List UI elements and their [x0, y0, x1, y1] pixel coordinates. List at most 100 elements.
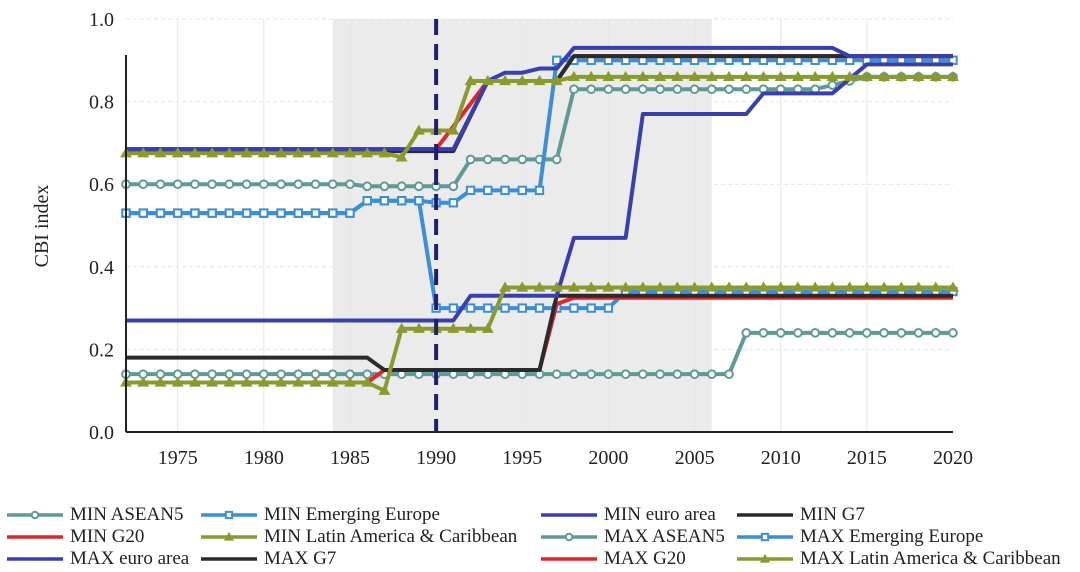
- legend-swatch-icon: [541, 557, 597, 561]
- triangle-marker: [654, 70, 667, 81]
- square-marker: [517, 185, 527, 196]
- circle-marker: [775, 328, 786, 338]
- circle-marker: [620, 369, 631, 380]
- circle-marker: [879, 328, 889, 338]
- triangle-marker: [378, 384, 391, 395]
- circle-marker: [224, 179, 235, 190]
- square-marker: [328, 208, 338, 218]
- x-tick-label: 2010: [761, 447, 801, 469]
- legend-label: MIN euro area: [604, 504, 716, 525]
- legend-item: MIN euro area: [540, 504, 716, 526]
- circle-marker: [517, 154, 528, 165]
- circle-marker: [293, 179, 304, 190]
- triangle-marker: [671, 70, 684, 81]
- square-marker: [760, 532, 770, 542]
- x-tick-label: 1995: [502, 447, 542, 469]
- circle-marker: [930, 328, 941, 338]
- square-marker: [293, 208, 303, 218]
- triangle-marker: [361, 147, 374, 158]
- series-layer: [120, 45, 959, 395]
- circle-marker: [741, 328, 752, 338]
- triangle-marker: [636, 70, 649, 81]
- triangle-marker: [206, 147, 219, 158]
- legend-item: MIN G7: [736, 504, 865, 526]
- triangle-marker: [929, 281, 942, 292]
- circle-marker: [327, 179, 338, 190]
- circle-marker: [655, 369, 665, 380]
- triangle-marker: [223, 147, 236, 158]
- triangle-marker: [895, 70, 908, 81]
- circle-marker: [551, 369, 562, 380]
- circle-marker: [500, 154, 510, 165]
- circle-marker: [258, 179, 269, 190]
- triangle-marker: [447, 124, 460, 135]
- legend-item: MIN Latin America & Caribbean: [200, 526, 517, 548]
- series-line: [126, 45, 953, 152]
- circle-marker: [689, 84, 700, 95]
- triangle-marker: [171, 376, 184, 387]
- triangle-marker: [774, 281, 787, 292]
- triangle-marker: [740, 70, 753, 81]
- triangle-marker: [912, 70, 925, 81]
- y-tick-label: 1.0: [89, 9, 114, 31]
- circle-marker: [379, 181, 390, 192]
- circle-marker: [362, 181, 373, 192]
- triangle-marker: [912, 281, 925, 292]
- circle-marker: [310, 179, 321, 190]
- triangle-marker: [723, 281, 735, 292]
- circle-marker: [569, 369, 579, 380]
- legend-swatch-icon: [201, 510, 257, 520]
- triangle-marker: [568, 281, 580, 292]
- circle-marker: [586, 369, 597, 380]
- triangle-marker: [533, 75, 546, 86]
- triangle-marker: [257, 147, 270, 158]
- triangle-marker: [412, 124, 425, 135]
- circle-marker: [345, 179, 355, 190]
- legend-label: MAX G7: [264, 548, 337, 569]
- square-marker: [396, 196, 407, 206]
- x-tick-label: 2020: [933, 447, 973, 469]
- triangle-marker: [929, 70, 942, 81]
- triangle-marker: [757, 281, 770, 292]
- triangle-marker: [947, 281, 959, 292]
- series-min-g7: [126, 293, 953, 373]
- x-tick-label: 2005: [675, 447, 715, 469]
- triangle-marker: [361, 376, 374, 387]
- triangle-marker: [878, 281, 891, 292]
- square-marker: [207, 208, 217, 218]
- circle-marker: [724, 84, 734, 95]
- square-marker: [190, 208, 200, 218]
- circle-marker: [810, 328, 821, 338]
- triangle-marker: [275, 147, 288, 158]
- legend-item: MAX G20: [540, 548, 686, 570]
- triangle-marker: [636, 281, 649, 292]
- triangle-marker: [137, 376, 150, 387]
- circle-marker: [724, 369, 734, 380]
- legend-item: MAX Latin America & Caribbean: [736, 548, 1061, 570]
- circle-marker: [241, 179, 252, 190]
- series-line: [126, 293, 953, 373]
- circle-marker: [827, 80, 838, 90]
- legend-swatch-icon: [737, 513, 793, 517]
- series-max-euro-area: [126, 45, 953, 152]
- triangle-marker: [791, 281, 804, 292]
- triangle-marker: [154, 376, 167, 387]
- triangle-marker: [275, 376, 288, 387]
- triangle-marker: [378, 147, 391, 158]
- square-marker: [534, 303, 545, 313]
- legend-item: MAX euro area: [6, 548, 189, 570]
- circle-marker: [896, 328, 907, 338]
- circle-marker: [741, 84, 752, 95]
- square-marker: [379, 196, 390, 206]
- triangle-marker: [550, 75, 563, 86]
- triangle-marker: [326, 147, 339, 158]
- triangle-marker: [895, 281, 908, 292]
- circle-marker: [948, 328, 958, 338]
- triangle-marker: [412, 322, 425, 333]
- triangle-marker: [757, 70, 770, 81]
- series-min-latin-america-caribbean: [120, 281, 959, 395]
- triangle-marker: [843, 70, 856, 81]
- y-tick-labels: 0.0 0.2 0.4 0.6 0.8 1.0: [89, 9, 114, 444]
- x-tick-label: 1975: [158, 447, 198, 469]
- square-marker: [362, 196, 372, 206]
